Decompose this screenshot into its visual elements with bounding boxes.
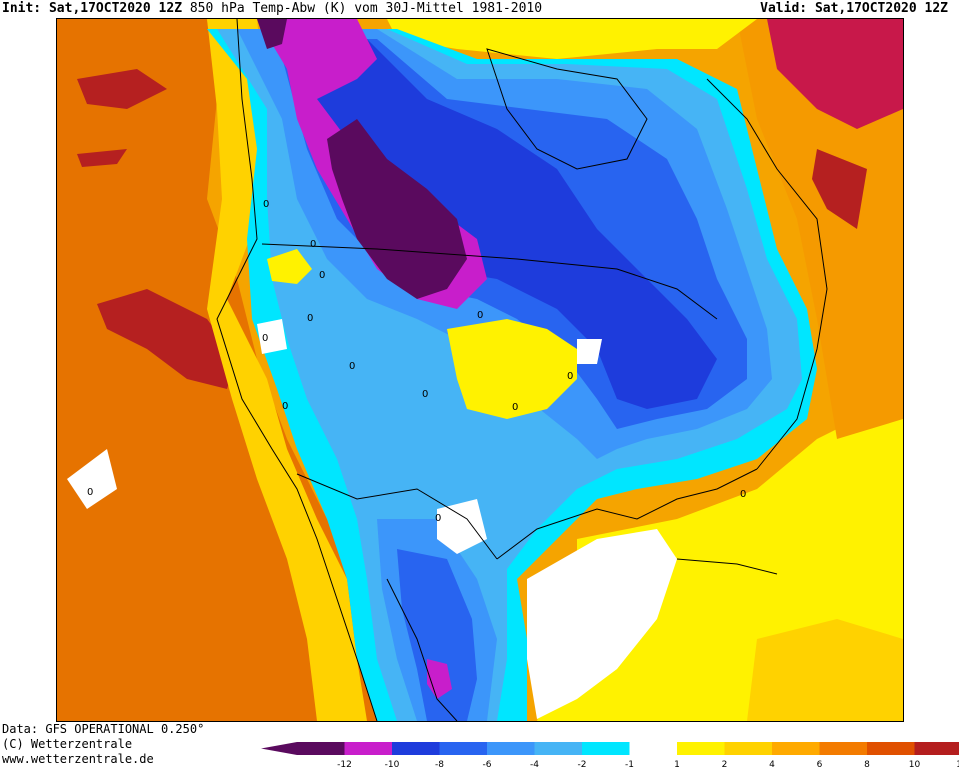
anomaly-map: 0 0 0 0 0 0 0 0 0 0 0 0 0 0: [56, 18, 904, 722]
contour-label: 0: [512, 402, 518, 413]
labrador-warm-core-2: [812, 149, 867, 229]
legend-swatch: [534, 742, 582, 755]
contour-label: 0: [740, 489, 746, 500]
geographic-boundaries: [216, 19, 828, 721]
contour-label: 0: [422, 389, 428, 400]
legend-arrow-low: [261, 742, 297, 755]
pacific-coastline: [216, 19, 378, 721]
legend-tick-label: 1: [674, 760, 680, 770]
valid-info: Valid: Sat,17OCT2020 12Z: [760, 0, 948, 18]
init-info: Init: Sat,17OCT2020 12Z 850 hPa Temp-Abw…: [2, 0, 542, 18]
contour-label: 0: [282, 401, 288, 412]
legend-swatch: [487, 742, 535, 755]
contour-label: 0: [349, 361, 355, 372]
legend-swatch: [629, 742, 677, 755]
legend-tick-label: 6: [817, 760, 823, 770]
legend-swatch: [392, 742, 440, 755]
contour-label: 0: [307, 313, 313, 324]
caribbean-warm-anomaly: [747, 619, 903, 721]
legend-swatch: [724, 742, 772, 755]
neutral-zone-4: [67, 449, 117, 509]
us-canada-border: [261, 243, 718, 320]
contour-label: 0: [263, 199, 269, 210]
cold-anomaly-core: [327, 119, 467, 299]
legend-tick-label: -2: [578, 760, 587, 770]
legend-swatch: [439, 742, 487, 755]
legend-swatch: [677, 742, 725, 755]
legend-swatch: [582, 742, 630, 755]
neutral-zone-2: [577, 339, 602, 364]
legend-swatch: [772, 742, 820, 755]
atlantic-coastline: [706, 78, 828, 470]
website-url: www.wetterzentrale.de: [2, 752, 154, 766]
header: Init: Sat,17OCT2020 12Z 850 hPa Temp-Abw…: [0, 0, 964, 18]
legend-tick-label: 12: [956, 760, 959, 770]
contour-label: 0: [310, 239, 316, 250]
cold-anomaly-minus8: [287, 39, 717, 409]
valid-label: Valid:: [760, 1, 808, 16]
legend-tick-label: 2: [722, 760, 728, 770]
init-time: Sat,17OCT2020 12Z: [48, 1, 183, 16]
plains-warm-pocket-2: [267, 249, 312, 284]
contour-label: 0: [477, 310, 483, 321]
legend-tick-label: 4: [769, 760, 775, 770]
legend-tick-label: 8: [864, 760, 870, 770]
legend-tick-label: -10: [385, 760, 400, 770]
neutral-zone-1: [257, 319, 287, 354]
neutral-zone-3: [437, 499, 487, 554]
hudson-bay: [486, 48, 648, 170]
legend-tick-label: -12: [337, 760, 352, 770]
legend-swatch: [297, 742, 345, 755]
contour-label: 0: [262, 333, 268, 344]
arctic-warm-fringe: [387, 19, 757, 59]
us-mexico-border: [296, 473, 498, 560]
plains-warm-pocket: [447, 319, 577, 419]
legend-tick-label: 10: [909, 760, 921, 770]
contour-label: 0: [87, 487, 93, 498]
mexico-cold-anomaly-2: [397, 549, 477, 721]
legend-swatch: [867, 742, 915, 755]
copyright: (C) Wetterzentrale: [2, 737, 133, 751]
coastal-warm-band: [207, 19, 367, 721]
labrador-warm-core: [767, 19, 903, 129]
cuba: [676, 558, 778, 575]
north-pacific-warm-core: [77, 69, 167, 167]
pacific-warm-core: [97, 289, 237, 389]
mexico-coastline: [386, 578, 458, 721]
legend-swatch: [914, 742, 962, 755]
contour-label: 0: [319, 270, 325, 281]
legend-tick-label: -6: [483, 760, 492, 770]
gulf-coastline: [496, 468, 758, 560]
legend-swatch: [819, 742, 867, 755]
legend-tick-label: -4: [530, 760, 539, 770]
map-title: 850 hPa Temp-Abw (K) vom 30J-Mittel 1981…: [189, 1, 543, 16]
legend-swatch: [344, 742, 392, 755]
data-source: Data: GFS OPERATIONAL 0.250°: [2, 722, 205, 736]
color-legend: -12-10-8-6-4-2-1124681012: [255, 740, 964, 780]
arctic-cold-core: [257, 19, 287, 49]
legend-tick-label: -8: [435, 760, 444, 770]
gulf-neutral-zone: [527, 529, 677, 719]
footer: Data: GFS OPERATIONAL 0.250° (C) Wetterz…: [2, 722, 204, 767]
contour-labels: 0 0 0 0 0 0 0 0 0 0 0 0 0 0: [87, 199, 746, 524]
color-legend-svg: -12-10-8-6-4-2-1124681012: [261, 742, 964, 770]
contour-label: 0: [435, 513, 441, 524]
anomaly-map-svg: 0 0 0 0 0 0 0 0 0 0 0 0 0 0: [57, 19, 903, 721]
valid-time: Sat,17OCT2020 12Z: [814, 1, 948, 16]
legend-tick-label: -1: [625, 760, 634, 770]
contour-label: 0: [567, 371, 573, 382]
init-label: Init:: [2, 1, 42, 16]
